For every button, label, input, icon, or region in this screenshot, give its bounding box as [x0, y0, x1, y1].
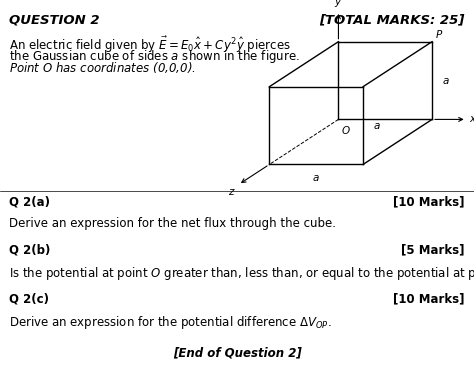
- Text: [10 Marks]: [10 Marks]: [393, 292, 465, 305]
- Text: $a$: $a$: [442, 76, 450, 86]
- Text: $z$: $z$: [228, 187, 236, 197]
- Text: [TOTAL MARKS: 25]: [TOTAL MARKS: 25]: [319, 13, 465, 26]
- Text: Derive an expression for the net flux through the cube.: Derive an expression for the net flux th…: [9, 217, 337, 230]
- Text: $P$: $P$: [435, 28, 443, 40]
- Text: QUESTION 2: QUESTION 2: [9, 13, 100, 26]
- Text: Point $O$ has coordinates (0,0,0).: Point $O$ has coordinates (0,0,0).: [9, 60, 196, 75]
- Text: [10 Marks]: [10 Marks]: [393, 195, 465, 208]
- Text: Q 2(b): Q 2(b): [9, 244, 51, 257]
- Text: $a$: $a$: [373, 121, 381, 131]
- Text: An electric field given by $\vec{E} = E_0\hat{x} + Cy^2\hat{y}$ pierces: An electric field given by $\vec{E} = E_…: [9, 35, 292, 55]
- Text: $O$: $O$: [341, 124, 351, 135]
- Text: Q 2(c): Q 2(c): [9, 292, 49, 305]
- Text: the Gaussian cube of sides $a$ shown in the figure.: the Gaussian cube of sides $a$ shown in …: [9, 48, 300, 65]
- Text: [End of Question 2]: [End of Question 2]: [173, 346, 301, 359]
- Text: Is the potential at point $O$ greater than, less than, or equal to the potential: Is the potential at point $O$ greater th…: [9, 265, 474, 282]
- Text: Q 2(a): Q 2(a): [9, 195, 50, 208]
- Text: [5 Marks]: [5 Marks]: [401, 244, 465, 257]
- Text: Derive an expression for the potential difference $\Delta V_{OP}$.: Derive an expression for the potential d…: [9, 314, 332, 331]
- Text: $y$: $y$: [334, 0, 343, 9]
- Text: $x$: $x$: [469, 115, 474, 124]
- Text: $a$: $a$: [312, 173, 320, 183]
